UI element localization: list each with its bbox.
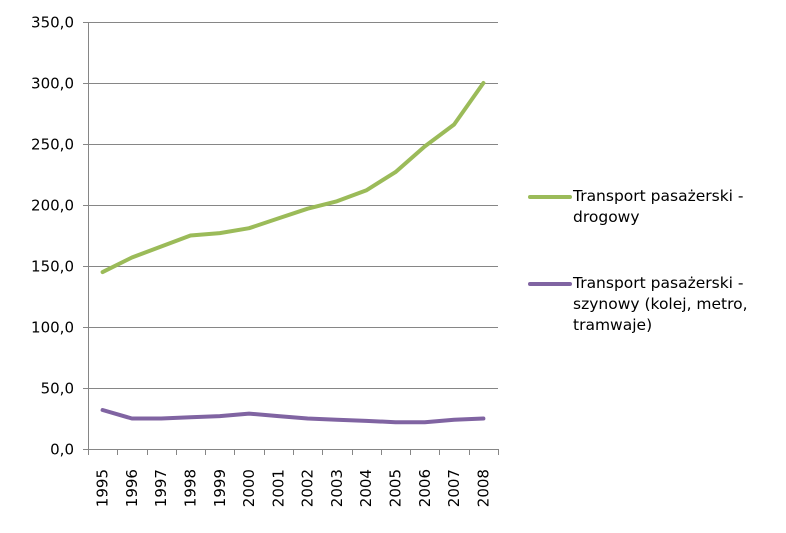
x-tick-label: 2007 (445, 469, 463, 507)
x-tick-label: 2000 (240, 469, 258, 507)
axes (83, 22, 499, 455)
y-tick-label: 250,0 (31, 136, 74, 154)
x-tick-label: 2001 (269, 469, 287, 507)
x-tick-label: 1996 (123, 469, 141, 507)
legend-label-road: Transport pasażerski - drogowy (573, 187, 744, 226)
gridlines (88, 22, 498, 389)
x-tick-label: 1997 (152, 469, 170, 507)
y-tick-label: 300,0 (31, 75, 74, 93)
legend-item-road: Transport pasażerski - drogowy (528, 186, 783, 228)
x-tick-label: 2005 (387, 469, 405, 507)
x-tick-label: 2006 (416, 469, 434, 507)
y-tick-label: 350,0 (31, 14, 74, 32)
y-tick-label: 150,0 (31, 258, 74, 276)
series-lines (100, 81, 486, 425)
x-tick-label: 2004 (357, 469, 375, 507)
x-axis-tick-labels: 1995 1996 1997 1998 1999 2000 2001 2002 2003 2004… (94, 469, 493, 507)
y-tick-label: 200,0 (31, 197, 74, 215)
y-axis-tick-labels: 0,0 50,0 100,0 150,0 200,0 250,0 300,0 350,0 (31, 14, 74, 459)
x-tick-label: 2002 (299, 469, 317, 507)
x-tick-label: 2008 (474, 469, 492, 507)
y-tick-label: 0,0 (50, 441, 74, 459)
x-tick-label: 1998 (182, 469, 200, 507)
x-tick-label: 1999 (211, 469, 229, 507)
series-line-rail (100, 408, 486, 425)
series-line-road (100, 81, 486, 275)
legend-swatch-road (528, 195, 572, 199)
y-tick-label: 100,0 (31, 319, 74, 337)
legend-label-rail: Transport pasażerski - szynowy (kolej, m… (573, 274, 748, 334)
legend-item-rail: Transport pasażerski - szynowy (kolej, m… (528, 273, 783, 336)
y-tick-label: 50,0 (41, 380, 74, 398)
x-tick-label: 1995 (94, 469, 112, 507)
x-tick-label: 2003 (328, 469, 346, 507)
legend-swatch-rail (528, 282, 572, 286)
